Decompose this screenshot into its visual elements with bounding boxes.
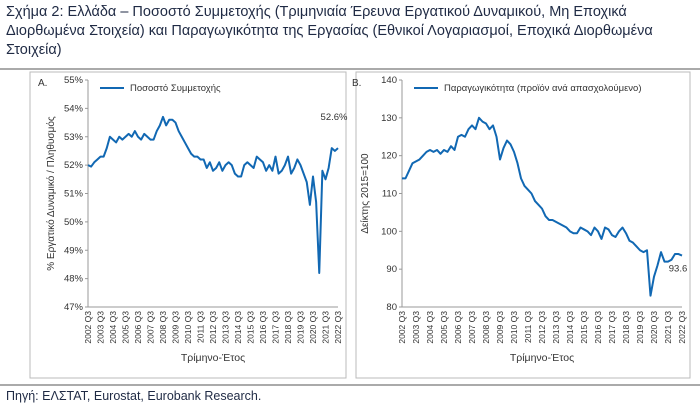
x-tick-label: 2005 Q3: [121, 311, 131, 344]
x-tick-label: 2008 Q3: [158, 311, 168, 344]
y-tick-label: 55%: [64, 75, 84, 86]
x-tick-label: 2005 Q3: [439, 311, 449, 344]
y-tick-label: 80: [386, 302, 397, 313]
x-tick-label: 2021 Q3: [663, 311, 673, 344]
data-label: 93.6: [669, 264, 688, 275]
y-tick-label: 100: [381, 226, 397, 237]
figure-title: Σχήμα 2: Ελλάδα – Ποσοστό Συμμετοχής (Τρ…: [6, 4, 653, 58]
y-tick-label: 130: [381, 113, 397, 124]
y-tick-label: 110: [382, 189, 397, 200]
x-tick-label: 2016 Q3: [258, 311, 268, 344]
x-axis-label: Τρίμηνο-Έτος: [510, 352, 574, 364]
x-tick-label: 2009 Q3: [495, 311, 505, 344]
x-tick-label: 2002 Q3: [397, 311, 407, 344]
x-tick-label: 2014 Q3: [565, 311, 575, 344]
x-tick-label: 2020 Q3: [649, 311, 659, 344]
y-tick-label: 51%: [64, 189, 84, 200]
y-tick-label: 49%: [64, 245, 84, 256]
y-tick-label: 52%: [64, 160, 84, 171]
y-tick-label: 54%: [64, 103, 84, 114]
legend-label: Ποσοστό Συμμετοχής: [130, 83, 221, 94]
x-tick-label: 2017 Q3: [271, 311, 281, 344]
data-line: [87, 115, 339, 274]
y-tick-label: 90: [386, 264, 397, 275]
x-tick-label: 2021 Q3: [321, 311, 331, 344]
x-tick-label: 2011 Q3: [523, 311, 533, 343]
source-note: Πηγή: ΕΛΣΤΑΤ, Eurostat, Eurobank Researc…: [6, 389, 262, 403]
x-tick-label: 2004 Q3: [108, 311, 118, 344]
y-tick-label: 48%: [64, 274, 84, 285]
legend-label: Παραγωγικότητα (προϊόν ανά απασχολούμενο…: [444, 83, 642, 94]
x-tick-label: 2007 Q3: [467, 311, 477, 344]
x-tick-label: 2015 Q3: [579, 311, 589, 344]
x-tick-label: 2006 Q3: [453, 311, 463, 344]
y-tick-label: 140: [381, 75, 397, 86]
y-tick-label: 53%: [64, 132, 84, 143]
x-tick-label: 2010 Q3: [183, 311, 193, 344]
panel-label: A.: [38, 78, 47, 89]
x-tick-label: 2019 Q3: [296, 311, 306, 344]
x-tick-label: 2022 Q3: [333, 311, 343, 344]
x-tick-label: 2016 Q3: [593, 311, 603, 344]
x-tick-label: 2020 Q3: [308, 311, 318, 344]
x-tick-label: 2022 Q3: [677, 311, 687, 344]
panel-frame: [29, 71, 347, 379]
y-axis-label: % Εργατικό Δυναμικό / Πληθυσμός: [45, 116, 57, 271]
x-tick-label: 2002 Q3: [83, 311, 93, 344]
x-tick-label: 2012 Q3: [537, 311, 547, 344]
x-tick-label: 2011 Q3: [196, 311, 206, 343]
x-tick-label: 2010 Q3: [509, 311, 519, 344]
data-line: [402, 116, 683, 297]
y-axis-label: Δείκτης 2015=100: [359, 153, 371, 234]
data-label: 52.6%: [321, 112, 348, 123]
y-tick-label: 47%: [64, 302, 84, 313]
x-tick-label: 2009 Q3: [171, 311, 181, 344]
x-tick-label: 2013 Q3: [551, 311, 561, 344]
y-tick-label: 50%: [64, 217, 84, 228]
y-tick-label: 120: [381, 151, 397, 162]
x-tick-label: 2014 Q3: [233, 311, 243, 344]
x-tick-label: 2015 Q3: [246, 311, 256, 344]
x-tick-label: 2012 Q3: [208, 311, 218, 344]
x-tick-label: 2003 Q3: [96, 311, 106, 344]
x-tick-label: 2007 Q3: [146, 311, 156, 344]
x-tick-label: 2019 Q3: [635, 311, 645, 344]
x-tick-label: 2004 Q3: [425, 311, 435, 344]
x-tick-label: 2006 Q3: [133, 311, 143, 344]
x-tick-label: 2008 Q3: [481, 311, 491, 344]
x-axis-label: Τρίμηνο-Έτος: [181, 352, 245, 364]
x-tick-label: 2018 Q3: [621, 311, 631, 344]
x-tick-label: 2018 Q3: [283, 311, 293, 344]
x-tick-label: 2017 Q3: [607, 311, 617, 344]
panel-label: B.: [352, 78, 361, 89]
panel-frame: [355, 71, 691, 379]
x-tick-label: 2003 Q3: [411, 311, 421, 344]
x-tick-label: 2013 Q3: [221, 311, 231, 344]
